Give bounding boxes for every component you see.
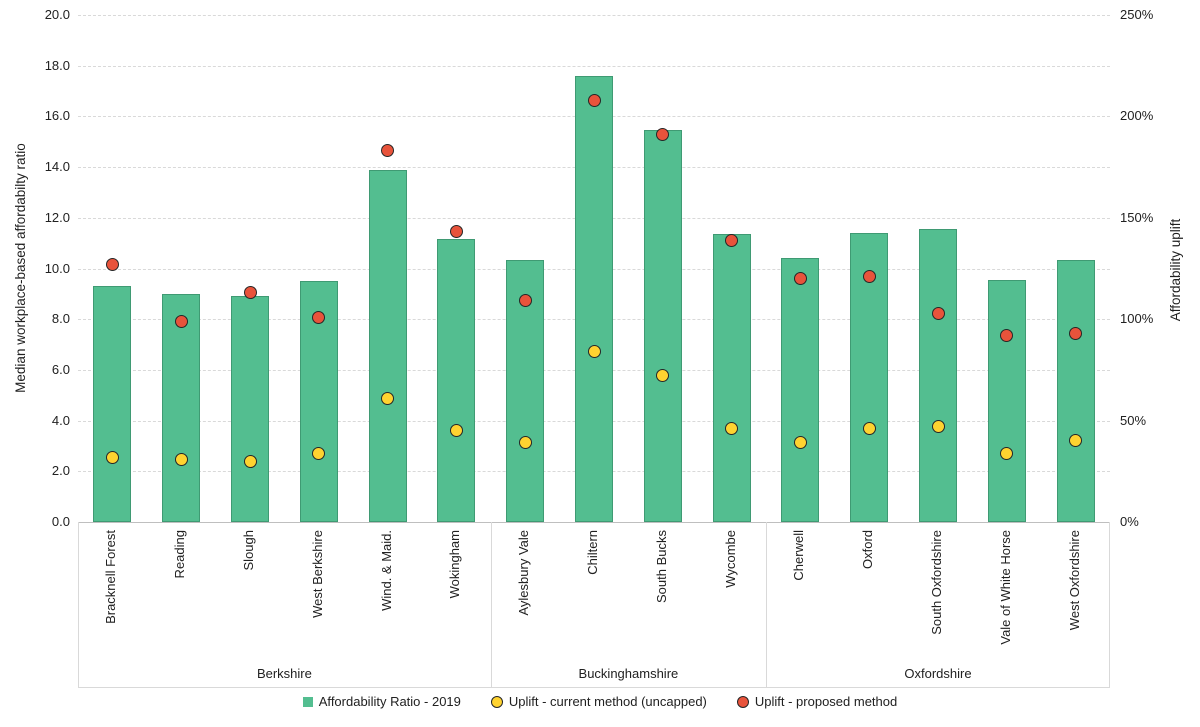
- category-label-Wokingham: Wokingham: [447, 530, 463, 599]
- uplift-current-dot-Bracknell Forest: [105, 450, 119, 464]
- category-area-bottom-border: [78, 687, 1110, 688]
- uplift-current-dot-Oxford: [862, 422, 876, 436]
- bar-Reading: [162, 293, 201, 522]
- uplift-proposed-dot-Aylesbury Vale: [518, 294, 532, 308]
- proposed-method-dot-icon: [736, 695, 749, 708]
- group-separator: [490, 522, 492, 687]
- group-separator: [766, 522, 767, 687]
- category-label-Aylesbury Vale: Aylesbury Vale: [516, 530, 532, 616]
- y-axis-tick-left: 2.0: [51, 463, 70, 479]
- uplift-current-dot-Vale of White Horse: [1000, 446, 1014, 460]
- uplift-current-dot-Wind. & Maid.: [381, 391, 395, 405]
- category-label-Vale of White Horse: Vale of White Horse: [997, 530, 1013, 645]
- legend-label: Affordability Ratio - 2019: [318, 694, 461, 709]
- category-label-South Bucks: South Bucks: [653, 530, 669, 603]
- uplift-current-dot-Reading: [174, 452, 188, 466]
- uplift-current-dot-Wokingham: [449, 424, 463, 438]
- y-axis-tick-right: 250%: [1120, 7, 1154, 22]
- legend-label: Uplift - proposed method: [754, 694, 898, 709]
- category-label-Cherwell: Cherwell: [791, 530, 807, 581]
- uplift-current-dot-South Bucks: [656, 369, 670, 383]
- bar-Cherwell: [781, 258, 820, 522]
- category-label-Wycombe: Wycombe: [722, 530, 738, 588]
- y-axis-tick-right: 100%: [1120, 311, 1154, 327]
- legend: Affordability Ratio - 2019 Uplift - curr…: [0, 694, 1200, 709]
- right-axis-title: Affordability uplift: [1168, 218, 1183, 322]
- y-axis-tick-left: 6.0: [51, 361, 70, 377]
- category-label-Wind. & Maid.: Wind. & Maid.: [378, 530, 394, 611]
- legend-item-uplift-current: Uplift - current method (uncapped): [490, 694, 707, 709]
- plot-area: [78, 15, 1110, 522]
- uplift-proposed-dot-Wycombe: [725, 233, 739, 247]
- bar-Wokingham: [437, 239, 476, 522]
- bar-West Oxfordshire: [1056, 259, 1095, 522]
- legend-label: Uplift - current method (uncapped): [508, 694, 707, 709]
- bar-Vale of White Horse: [987, 279, 1026, 522]
- category-label-Slough: Slough: [241, 530, 256, 571]
- y-axis-tick-left: 10.0: [44, 260, 70, 276]
- y-axis-tick-left: 18.0: [44, 57, 70, 73]
- gridline: [78, 65, 1110, 67]
- bar-Wind. & Maid.: [368, 169, 407, 522]
- bar-Bracknell Forest: [93, 286, 132, 522]
- uplift-current-dot-Chiltern: [587, 345, 601, 359]
- uplift-proposed-dot-Reading: [174, 314, 188, 328]
- legend-item-uplift-proposed: Uplift - proposed method: [736, 694, 898, 709]
- uplift-current-dot-Aylesbury Vale: [518, 436, 532, 450]
- y-axis-tick-right: 200%: [1120, 108, 1154, 124]
- uplift-proposed-dot-West Berkshire: [312, 310, 326, 324]
- uplift-proposed-dot-South Oxfordshire: [931, 306, 945, 320]
- category-label-South Oxfordshire: South Oxfordshire: [929, 530, 944, 635]
- uplift-current-dot-Wycombe: [725, 422, 739, 436]
- y-axis-tick-left: 12.0: [44, 209, 70, 225]
- uplift-current-dot-Cherwell: [793, 436, 807, 450]
- bar-Chiltern: [575, 75, 613, 522]
- uplift-proposed-dot-Vale of White Horse: [1000, 328, 1014, 342]
- group-separator: [78, 522, 79, 687]
- category-label-Oxford: Oxford: [860, 530, 876, 570]
- group-label-Berkshire: Berkshire: [256, 666, 312, 681]
- bar-series-swatch-icon: [302, 696, 313, 707]
- uplift-proposed-dot-Wind. & Maid.: [381, 144, 395, 158]
- category-label-Chiltern: Chiltern: [585, 530, 600, 575]
- x-axis-line: [78, 522, 1110, 523]
- y-axis-tick-left: 0.0: [51, 514, 70, 529]
- group-separator: [1109, 522, 1110, 687]
- uplift-current-dot-West Berkshire: [312, 446, 326, 460]
- bar-Slough: [231, 296, 269, 522]
- uplift-current-dot-South Oxfordshire: [931, 420, 945, 434]
- legend-item-affordability-ratio: Affordability Ratio - 2019: [302, 694, 461, 709]
- uplift-current-dot-West Oxfordshire: [1069, 434, 1083, 448]
- y-axis-tick-right: 150%: [1120, 209, 1154, 225]
- y-axis-tick-left: 20.0: [44, 7, 70, 22]
- y-axis-tick-left: 4.0: [51, 412, 70, 428]
- y-axis-tick-left: 16.0: [44, 108, 70, 124]
- bar-South Oxfordshire: [919, 229, 957, 522]
- y-axis-tick-left: 8.0: [51, 311, 70, 327]
- group-label-Buckinghamshire: Buckinghamshire: [578, 666, 679, 681]
- category-label-Bracknell Forest: Bracknell Forest: [103, 530, 119, 624]
- uplift-current-dot-Slough: [243, 454, 257, 468]
- category-label-Reading: Reading: [172, 530, 188, 579]
- uplift-proposed-dot-Slough: [243, 286, 257, 300]
- y-axis-tick-right: 0%: [1120, 514, 1139, 529]
- uplift-proposed-dot-West Oxfordshire: [1069, 326, 1083, 340]
- bar-Wycombe: [712, 234, 751, 522]
- category-label-West Oxfordshire: West Oxfordshire: [1066, 530, 1082, 631]
- gridline: [78, 15, 1110, 16]
- y-axis-tick-right: 50%: [1120, 412, 1147, 428]
- uplift-proposed-dot-Cherwell: [793, 272, 807, 286]
- uplift-proposed-dot-South Bucks: [656, 128, 670, 142]
- uplift-proposed-dot-Chiltern: [587, 93, 601, 107]
- bar-South Bucks: [643, 130, 682, 522]
- current-method-dot-icon: [490, 695, 503, 708]
- group-label-Oxfordshire: Oxfordshire: [904, 666, 972, 681]
- uplift-proposed-dot-Oxford: [862, 270, 876, 284]
- y-axis-tick-left: 14.0: [44, 159, 70, 175]
- uplift-proposed-dot-Wokingham: [449, 225, 463, 239]
- uplift-proposed-dot-Bracknell Forest: [105, 257, 119, 271]
- category-label-West Berkshire: West Berkshire: [309, 530, 325, 618]
